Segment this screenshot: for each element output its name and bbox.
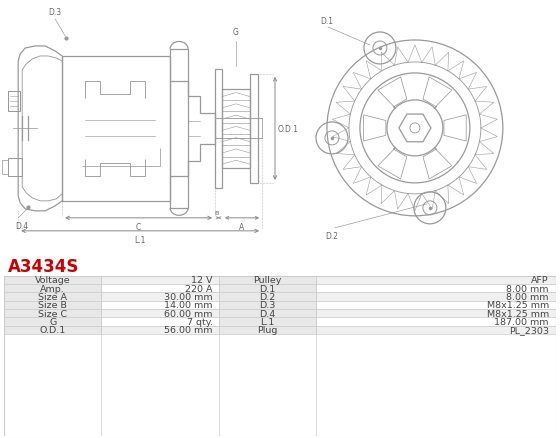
FancyBboxPatch shape <box>101 301 220 309</box>
Text: L.1: L.1 <box>260 317 275 326</box>
Text: 7 qty.: 7 qty. <box>187 317 213 326</box>
Text: D.3: D.3 <box>259 300 276 310</box>
Text: G: G <box>233 28 239 37</box>
Text: B: B <box>214 210 218 215</box>
FancyBboxPatch shape <box>4 276 101 284</box>
FancyBboxPatch shape <box>220 284 316 293</box>
FancyBboxPatch shape <box>4 309 101 318</box>
Text: A3434S: A3434S <box>8 258 79 276</box>
FancyBboxPatch shape <box>101 309 220 318</box>
Text: 8.00 mm: 8.00 mm <box>506 284 549 293</box>
FancyBboxPatch shape <box>220 293 316 301</box>
Text: 12 V: 12 V <box>192 276 213 285</box>
Text: O.D.1: O.D.1 <box>40 325 66 335</box>
Text: M8x1.25 mm: M8x1.25 mm <box>487 300 549 310</box>
FancyBboxPatch shape <box>101 318 220 326</box>
Text: A: A <box>240 223 245 231</box>
Text: Voltage: Voltage <box>35 276 71 285</box>
Text: 8.00 mm: 8.00 mm <box>506 292 549 301</box>
Text: 30.00 mm: 30.00 mm <box>164 292 213 301</box>
Text: L.1: L.1 <box>134 235 146 244</box>
FancyBboxPatch shape <box>101 284 220 293</box>
Text: C: C <box>136 223 141 231</box>
FancyBboxPatch shape <box>101 293 220 301</box>
Text: Plug: Plug <box>258 325 278 335</box>
FancyBboxPatch shape <box>316 318 556 326</box>
Text: D.1: D.1 <box>259 284 276 293</box>
Text: D.4: D.4 <box>259 309 276 318</box>
FancyBboxPatch shape <box>101 276 220 284</box>
FancyBboxPatch shape <box>220 301 316 309</box>
FancyBboxPatch shape <box>220 309 316 318</box>
Text: 60.00 mm: 60.00 mm <box>164 309 213 318</box>
Text: D.1: D.1 <box>320 17 333 26</box>
Text: 56.00 mm: 56.00 mm <box>164 325 213 335</box>
Text: M8x1.25 mm: M8x1.25 mm <box>487 309 549 318</box>
FancyBboxPatch shape <box>4 326 101 334</box>
Text: O.D.1: O.D.1 <box>278 125 299 134</box>
FancyBboxPatch shape <box>220 326 316 334</box>
Text: Pulley: Pulley <box>254 276 282 285</box>
Text: PL_2303: PL_2303 <box>509 325 549 335</box>
FancyBboxPatch shape <box>4 301 101 309</box>
Text: 14.00 mm: 14.00 mm <box>164 300 213 310</box>
FancyBboxPatch shape <box>316 284 556 293</box>
Text: D.3: D.3 <box>48 8 61 17</box>
Text: G: G <box>49 317 57 326</box>
FancyBboxPatch shape <box>316 293 556 301</box>
Text: D.2: D.2 <box>259 292 276 301</box>
FancyBboxPatch shape <box>4 293 101 301</box>
Text: Amp.: Amp. <box>40 284 65 293</box>
Text: D.4: D.4 <box>15 221 29 230</box>
Text: Size B: Size B <box>38 300 67 310</box>
FancyBboxPatch shape <box>316 309 556 318</box>
Text: Size C: Size C <box>38 309 67 318</box>
FancyBboxPatch shape <box>316 276 556 284</box>
FancyBboxPatch shape <box>4 318 101 326</box>
FancyBboxPatch shape <box>316 326 556 334</box>
Text: 220 A: 220 A <box>185 284 213 293</box>
Text: AFP: AFP <box>531 276 549 285</box>
FancyBboxPatch shape <box>101 326 220 334</box>
FancyBboxPatch shape <box>4 284 101 293</box>
FancyBboxPatch shape <box>316 301 556 309</box>
Text: Size A: Size A <box>38 292 67 301</box>
FancyBboxPatch shape <box>220 318 316 326</box>
Text: D.2: D.2 <box>325 231 338 240</box>
Text: 187.00 mm: 187.00 mm <box>494 317 549 326</box>
FancyBboxPatch shape <box>220 276 316 284</box>
